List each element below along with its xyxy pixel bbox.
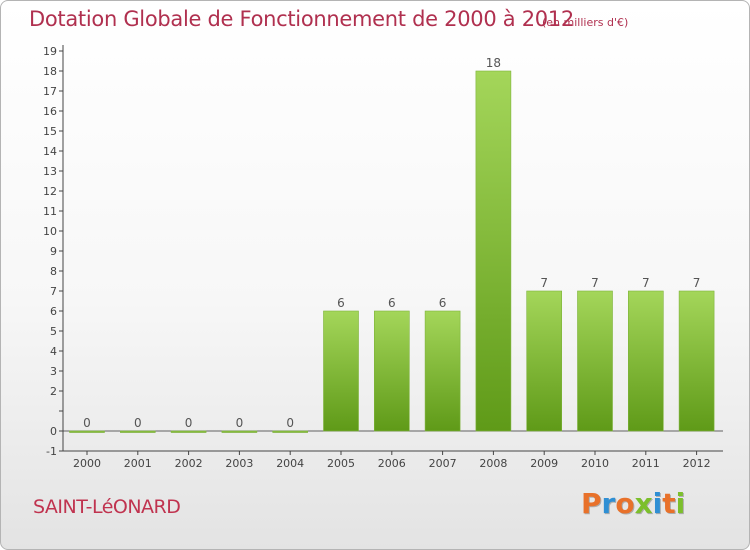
y-tick-label: 15 [43, 125, 57, 138]
y-tick-label: 2 [50, 385, 57, 398]
y-tick-label: 0 [50, 425, 57, 438]
bar-2005 [323, 310, 359, 432]
value-label: 6 [439, 296, 447, 310]
y-tick-label: 5 [50, 325, 57, 338]
y-tick-label: 3 [50, 365, 57, 378]
bar-2000 [69, 430, 105, 433]
x-tick-label: 2005 [327, 457, 355, 470]
y-tick-label: 10 [43, 225, 57, 238]
value-label: 7 [591, 276, 599, 290]
chart-subtitle: (en milliers d'€) [542, 16, 629, 29]
value-label: 0 [236, 416, 244, 430]
bar-2009 [526, 290, 563, 432]
value-label: 0 [185, 416, 193, 430]
y-tick-label: 16 [43, 105, 57, 118]
x-tick-label: 2000 [73, 457, 101, 470]
value-label: 6 [388, 296, 396, 310]
bar-2002 [170, 430, 207, 433]
x-tick-label: 2001 [124, 457, 152, 470]
commune-name: SAINT-LéONARD [33, 496, 181, 518]
bar-2003 [221, 430, 258, 433]
y-tick-label: 19 [43, 45, 57, 58]
value-label: 0 [134, 416, 142, 430]
value-label: 7 [693, 276, 701, 290]
value-label: 18 [486, 56, 501, 70]
y-tick-label: 17 [43, 85, 57, 98]
y-tick-label: 4 [50, 345, 57, 358]
y-tick-label: 9 [50, 245, 57, 258]
value-label: 0 [83, 416, 91, 430]
value-label: 7 [540, 276, 548, 290]
y-tick-label: 8 [50, 265, 57, 278]
bar-2001 [120, 430, 156, 433]
bar-2011 [627, 290, 664, 432]
y-tick-label: 7 [50, 285, 57, 298]
x-tick-label: 2002 [175, 457, 203, 470]
value-label: 6 [337, 296, 345, 310]
y-tick-label: -1 [46, 445, 57, 458]
y-tick-label: 18 [43, 65, 57, 78]
bar-2004 [272, 430, 309, 433]
bar-2006 [373, 310, 410, 432]
x-tick-label: 2010 [581, 457, 609, 470]
x-tick-label: 2003 [225, 457, 253, 470]
bar-2010 [577, 290, 613, 432]
bar-2007 [424, 310, 461, 432]
x-tick-label: 2006 [378, 457, 406, 470]
y-tick-label: 12 [43, 185, 57, 198]
y-tick-label: 6 [50, 305, 57, 318]
value-label: 7 [642, 276, 650, 290]
proxiti-logo: Proxiti [581, 487, 686, 520]
y-tick-label: 11 [43, 205, 57, 218]
bar-2008 [475, 70, 512, 432]
y-tick-label: 13 [43, 165, 57, 178]
bar-2012 [678, 290, 715, 432]
value-label: 0 [286, 416, 294, 430]
x-tick-label: 2009 [530, 457, 558, 470]
x-tick-label: 2012 [683, 457, 711, 470]
x-tick-label: 2008 [479, 457, 507, 470]
x-tick-label: 2007 [429, 457, 457, 470]
chart-title: Dotation Globale de Fonctionnement de 20… [29, 7, 574, 31]
x-tick-label: 2004 [276, 457, 304, 470]
x-tick-label: 2011 [632, 457, 660, 470]
y-tick-label: 14 [43, 145, 57, 158]
